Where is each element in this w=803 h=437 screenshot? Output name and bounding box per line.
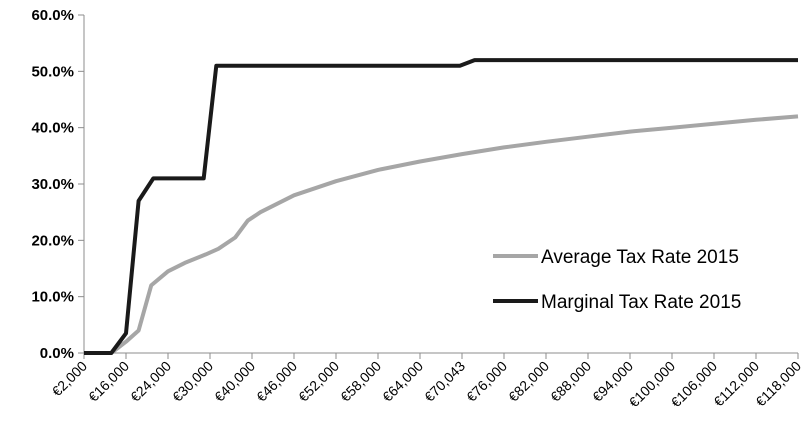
- x-tick-label: €70,043: [421, 358, 468, 405]
- y-tick-label: 60.0%: [31, 7, 74, 24]
- x-tick-label: €30,000: [169, 358, 216, 405]
- y-tick-label: 30.0%: [31, 176, 74, 193]
- y-tick-label: 20.0%: [31, 232, 74, 249]
- x-tick-label: €52,000: [295, 358, 342, 405]
- x-tick-label: €16,000: [85, 358, 132, 405]
- x-tick-label: €40,000: [211, 358, 258, 405]
- legend-label: Average Tax Rate 2015: [541, 247, 739, 268]
- x-tick-label: €106,000: [668, 358, 721, 411]
- series-line-marginal-tax-rate: [84, 58, 798, 355]
- y-tick-label: 50.0%: [31, 63, 74, 80]
- x-tick-label: €82,000: [505, 358, 552, 405]
- y-tick-label: 10.0%: [31, 289, 74, 306]
- x-tick-label: €46,000: [253, 358, 300, 405]
- x-tick-label: €58,000: [337, 358, 384, 405]
- series-line-average-tax-rate: [84, 114, 799, 355]
- x-tick-label: €64,000: [379, 358, 426, 405]
- x-tick-label: €76,000: [463, 358, 510, 405]
- x-tick-label: €24,000: [127, 358, 174, 405]
- x-tick-label: €88,000: [547, 358, 594, 405]
- x-tick-label: €2,000: [49, 358, 91, 400]
- legend-label: Marginal Tax Rate 2015: [541, 292, 741, 313]
- y-tick-label: 40.0%: [31, 120, 74, 137]
- y-tick-label: 0.0%: [40, 345, 74, 362]
- x-tick-label: €118,000: [752, 358, 803, 410]
